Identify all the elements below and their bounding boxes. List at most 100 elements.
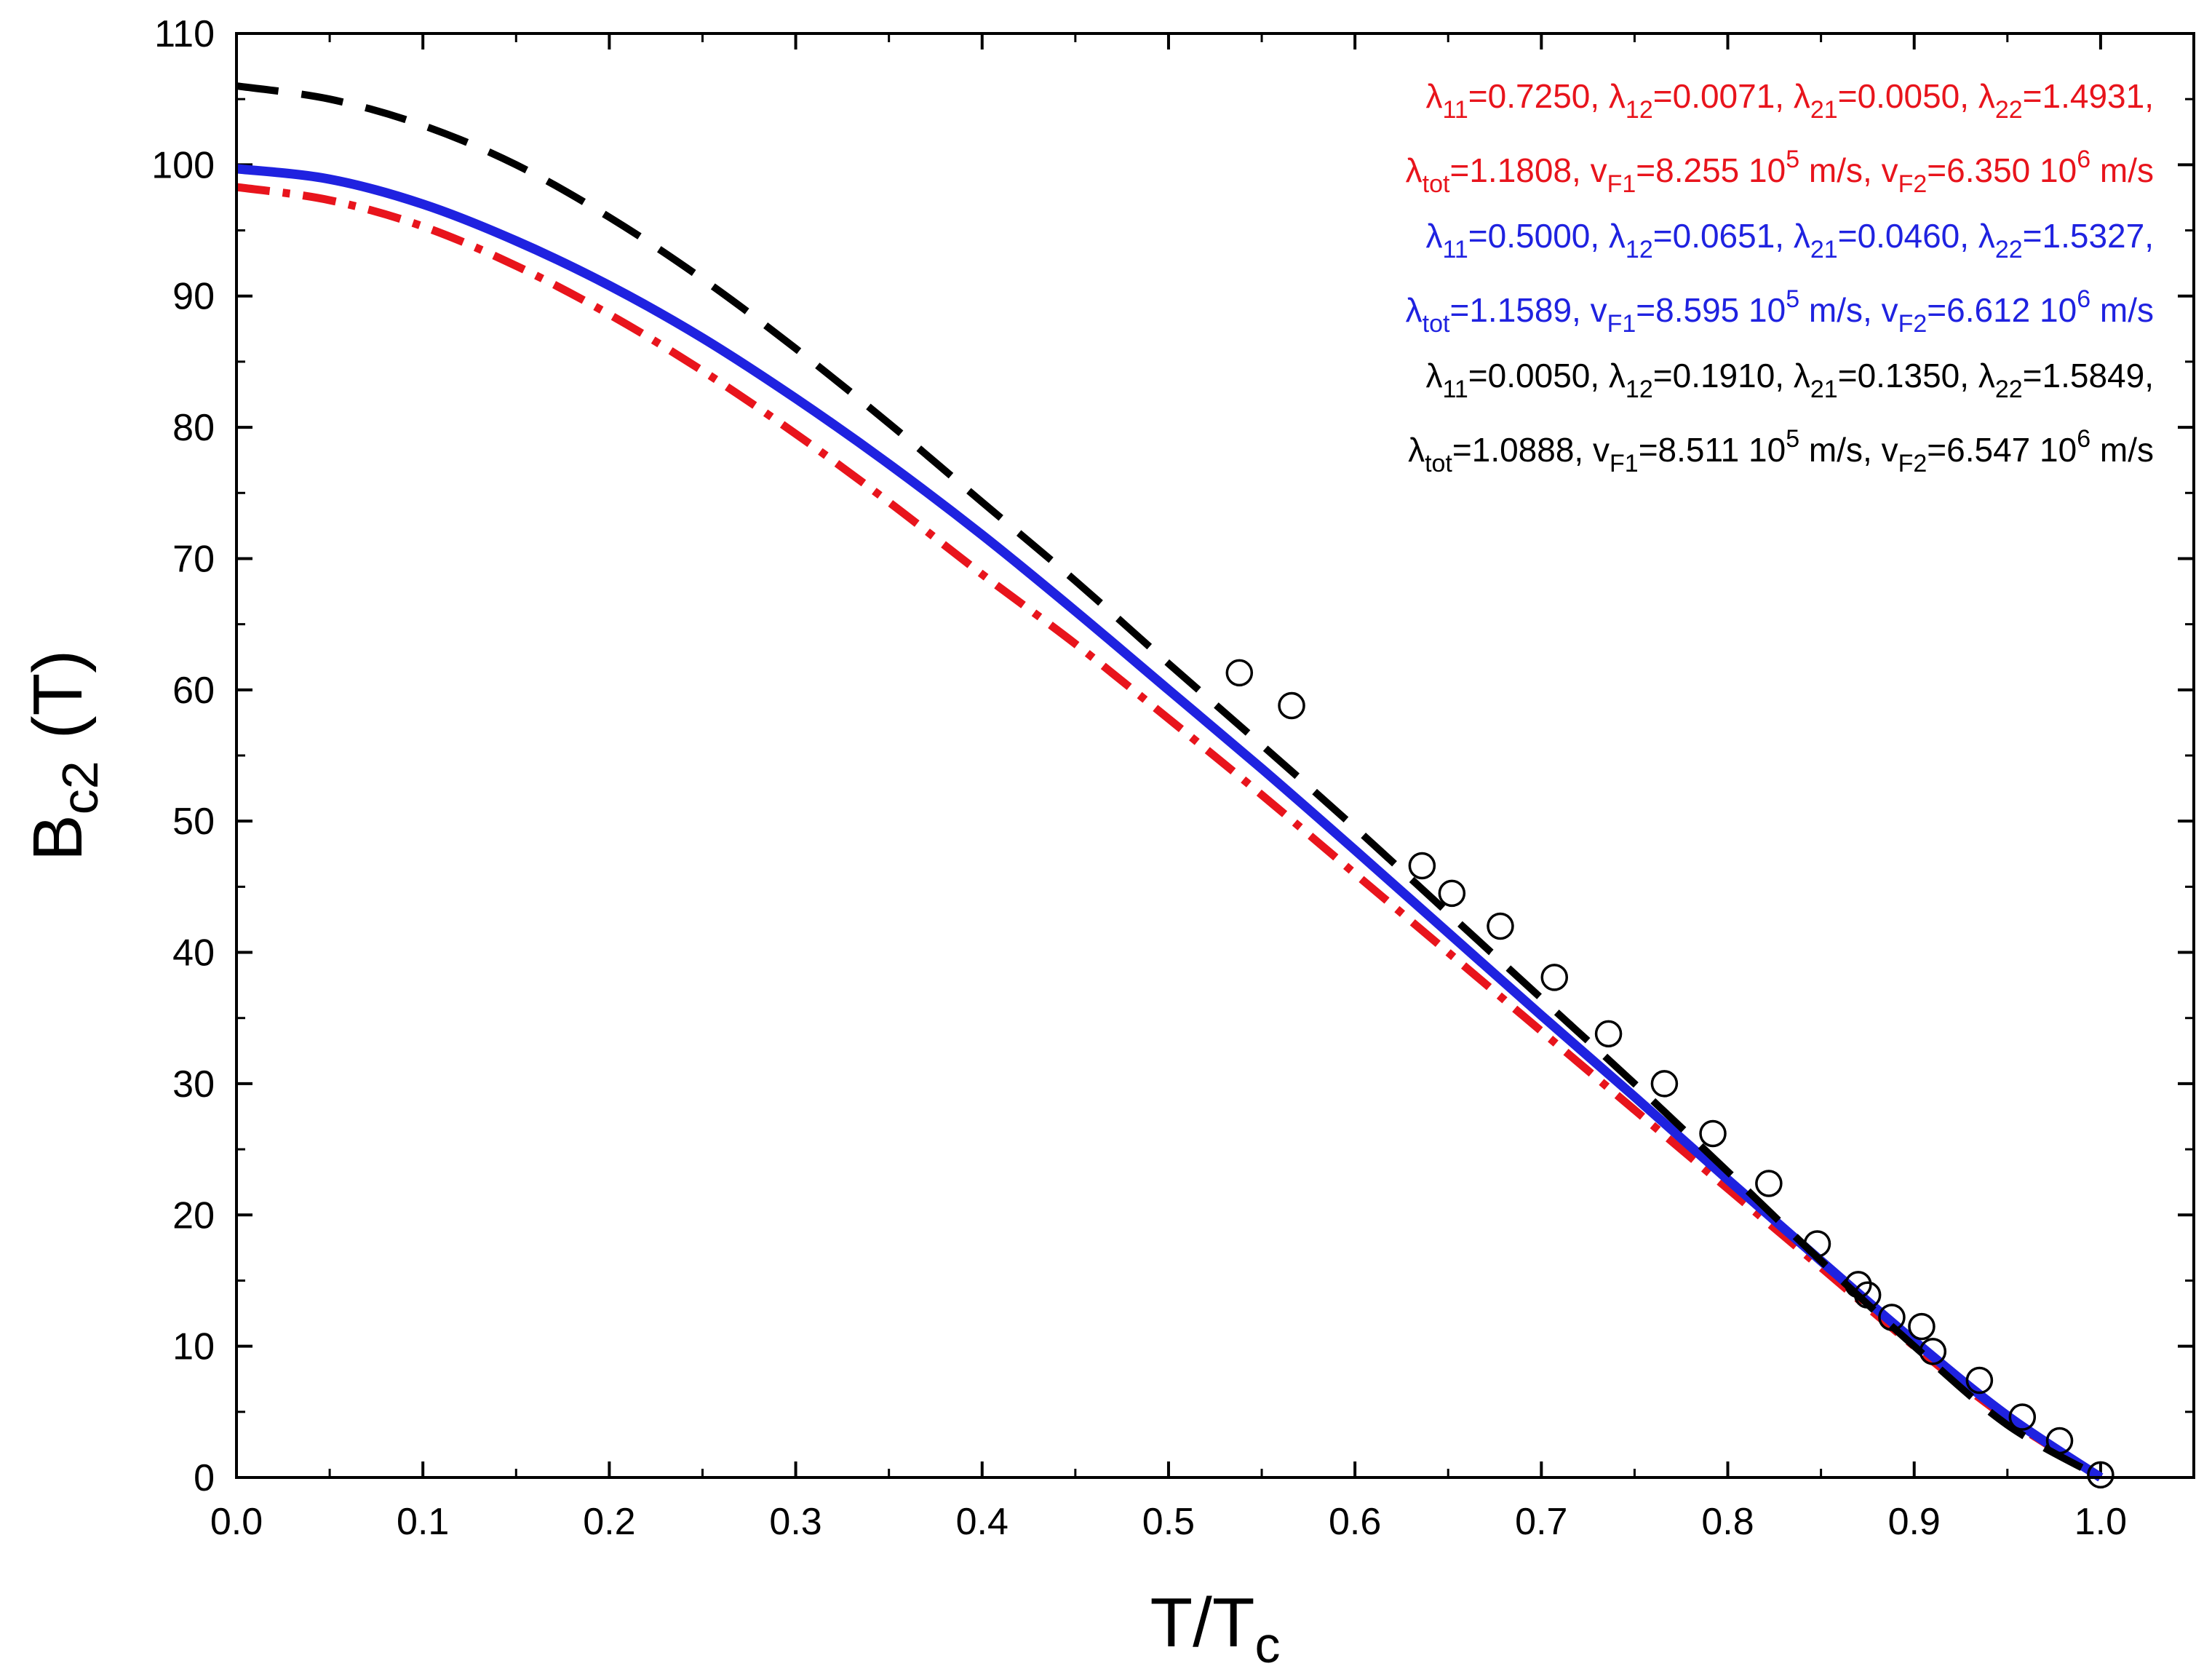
legend-text-part: =0.1350, λ bbox=[1838, 357, 1995, 394]
legend-line: λ11=0.0050, λ12=0.1910, λ21=0.1350, λ22=… bbox=[1426, 357, 2155, 403]
x-tick-label: 0.2 bbox=[583, 1501, 635, 1543]
legend-text-part: tot bbox=[1423, 170, 1450, 198]
x-tick-label: 0.8 bbox=[1701, 1501, 1754, 1543]
legend-text-part: m/s bbox=[2090, 291, 2154, 329]
legend-text-part: =1.5327, bbox=[2023, 217, 2154, 255]
legend-text-part: 21 bbox=[1810, 376, 1838, 403]
legend-text-part: 6 bbox=[2077, 285, 2090, 313]
x-tick-label: 0.4 bbox=[956, 1501, 1008, 1543]
y-axis-title-sub: c2 bbox=[52, 761, 108, 814]
data-point bbox=[1278, 691, 1305, 720]
y-tick-label: 110 bbox=[154, 13, 215, 55]
data-point bbox=[1965, 1366, 1994, 1395]
legend-text-part: 12 bbox=[1626, 96, 1653, 124]
series-line-dashed bbox=[236, 82, 2103, 1481]
legend-text-part: =0.1910, λ bbox=[1653, 357, 1810, 394]
legend-line: λtot=1.1808, vF1=8.255 105 m/s, vF2=6.35… bbox=[1406, 146, 2154, 198]
data-point bbox=[2045, 1427, 2074, 1455]
y-tick-label: 20 bbox=[172, 1194, 215, 1237]
data-point bbox=[1845, 1271, 1872, 1298]
legend-text-part: =0.0050, λ bbox=[1468, 357, 1626, 394]
x-tick-label: 0.3 bbox=[769, 1501, 821, 1543]
x-tick-label: 0.0 bbox=[210, 1501, 263, 1543]
legend-text-part: 21 bbox=[1810, 236, 1838, 263]
data-point bbox=[1225, 659, 1254, 687]
legend-line: λtot=1.1589, vF1=8.595 105 m/s, vF2=6.61… bbox=[1406, 285, 2154, 338]
legend-text-part: λ bbox=[1426, 357, 1443, 394]
legend-text-part: =0.0050, λ bbox=[1838, 77, 1995, 115]
y-tick-label: 30 bbox=[172, 1063, 215, 1106]
legend-text-part: tot bbox=[1425, 450, 1452, 477]
y-tick-label: 60 bbox=[172, 670, 215, 712]
legend-text-part: λ bbox=[1408, 431, 1425, 469]
data-point bbox=[2087, 1461, 2114, 1489]
data-point bbox=[1699, 1119, 1727, 1148]
legend-line: λ11=0.7250, λ12=0.0071, λ21=0.0050, λ22=… bbox=[1426, 77, 2155, 124]
x-tick-label: 0.6 bbox=[1329, 1501, 1381, 1543]
series-line-dashdot bbox=[236, 183, 2103, 1481]
y-tick-label: 80 bbox=[172, 407, 215, 449]
legend-text-part: 11 bbox=[1443, 96, 1468, 124]
legend-text-part: =0.5000, λ bbox=[1468, 217, 1626, 255]
legend-text-part: =1.1589, v bbox=[1449, 291, 1607, 329]
y-axis-title-main: B bbox=[19, 814, 97, 861]
axis-ticks bbox=[235, 32, 2195, 1479]
legend-text-part: F1 bbox=[1607, 170, 1636, 198]
data-point bbox=[1487, 912, 1514, 940]
legend-text-part: 5 bbox=[1786, 425, 1799, 453]
scatter-layer bbox=[1225, 659, 2114, 1489]
y-tick-label: 50 bbox=[172, 801, 215, 843]
data-point bbox=[1919, 1338, 1947, 1365]
y-tick-label: 0 bbox=[194, 1457, 215, 1499]
y-axis-title: Bc2 (T) bbox=[19, 650, 108, 862]
legend-text-part: =8.511 10 bbox=[1639, 431, 1786, 469]
legend-text-part: =1.5849, bbox=[2023, 357, 2154, 394]
data-point bbox=[1878, 1304, 1906, 1331]
data-point bbox=[1908, 1312, 1936, 1341]
tick-labels: 0.0 0.1 0.2 0.3 0.4 0.5 0.6 0.7 0.8 0.9 1.0 0 10 20 30… bbox=[151, 13, 2127, 1543]
data-point bbox=[1540, 964, 1569, 991]
legend-text-part: 22 bbox=[1995, 376, 2023, 403]
data-point bbox=[1408, 852, 1436, 880]
legend-text-part: =1.4931, bbox=[2023, 77, 2154, 115]
x-tick-label: 1.0 bbox=[2074, 1501, 2127, 1543]
legend-text-part: 6 bbox=[2077, 425, 2090, 453]
legend-text-part: 11 bbox=[1443, 376, 1468, 403]
legend-text-part: λ bbox=[1406, 151, 1423, 189]
legend-text-part: m/s, v bbox=[1799, 291, 1898, 329]
data-point bbox=[1594, 1020, 1623, 1048]
legend: λ11=0.7250, λ12=0.0071, λ21=0.0050, λ22=… bbox=[1406, 77, 2154, 477]
legend-text-part: 5 bbox=[1786, 146, 1799, 173]
legend-text-part: =0.7250, λ bbox=[1468, 77, 1626, 115]
legend-text-part: 5 bbox=[1786, 285, 1799, 313]
legend-text-part: =1.0888, v bbox=[1452, 431, 1610, 469]
legend-text-part: =6.612 10 bbox=[1927, 291, 2077, 329]
legend-text-part: m/s, v bbox=[1799, 431, 1898, 469]
legend-text-part: =0.0460, λ bbox=[1838, 217, 1995, 255]
plot-frame bbox=[235, 32, 2195, 1479]
x-tick-label: 0.9 bbox=[1888, 1501, 1941, 1543]
y-tick-label: 70 bbox=[172, 538, 215, 580]
legend-text-part: F1 bbox=[1610, 450, 1639, 477]
legend-text-part: λ bbox=[1406, 291, 1423, 329]
legend-text-part: F2 bbox=[1898, 310, 1927, 338]
legend-text-part: 22 bbox=[1995, 236, 2023, 263]
data-point bbox=[1803, 1230, 1831, 1258]
y-axis-title-unit: (T) bbox=[19, 650, 97, 739]
data-point bbox=[1755, 1170, 1783, 1197]
data-point bbox=[1650, 1070, 1679, 1098]
legend-text-part: m/s bbox=[2090, 431, 2154, 469]
series-layer bbox=[236, 82, 2104, 1482]
legend-text-part: =6.350 10 bbox=[1927, 151, 2077, 189]
y-tick-label: 10 bbox=[172, 1326, 215, 1368]
legend-text-part: =1.1808, v bbox=[1449, 151, 1607, 189]
legend-text-part: =8.255 10 bbox=[1636, 151, 1786, 189]
legend-text-part: λ bbox=[1426, 217, 1443, 255]
x-axis-title-sub: c bbox=[1254, 1617, 1280, 1673]
legend-text-part: 12 bbox=[1626, 236, 1653, 263]
legend-text-part: F1 bbox=[1607, 310, 1636, 338]
x-tick-label: 0.5 bbox=[1142, 1501, 1195, 1543]
x-tick-label: 0.1 bbox=[397, 1501, 449, 1543]
